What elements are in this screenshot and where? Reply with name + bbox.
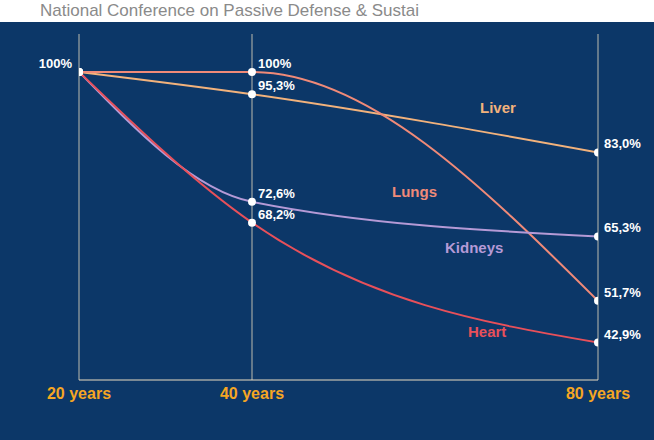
html-text:Lungs: Lungs bbox=[392, 183, 437, 200]
svg-text:42,9%: 42,9% bbox=[604, 327, 641, 342]
svg-text:20 years: 20 years bbox=[47, 385, 111, 402]
svg-text:100%: 100% bbox=[258, 56, 292, 71]
svg-text:51,7%: 51,7% bbox=[604, 285, 641, 300]
html-text:Liver: Liver bbox=[480, 99, 516, 116]
svg-text:40 years: 40 years bbox=[220, 385, 284, 402]
svg-text:80 years: 80 years bbox=[566, 385, 630, 402]
html-text:Kidneys: Kidneys bbox=[445, 239, 504, 256]
svg-text:68,2%: 68,2% bbox=[258, 207, 295, 222]
svg-text:65,3%: 65,3% bbox=[604, 220, 641, 235]
svg-text:100%: 100% bbox=[39, 56, 73, 71]
svg-text:72,6%: 72,6% bbox=[258, 186, 295, 201]
svg-text:95,3%: 95,3% bbox=[258, 78, 295, 93]
html-text:National Conference on Passive: National Conference on Passive Defense &… bbox=[40, 1, 419, 20]
html-text:Heart: Heart bbox=[468, 323, 507, 340]
svg-text:83,0%: 83,0% bbox=[604, 136, 641, 151]
